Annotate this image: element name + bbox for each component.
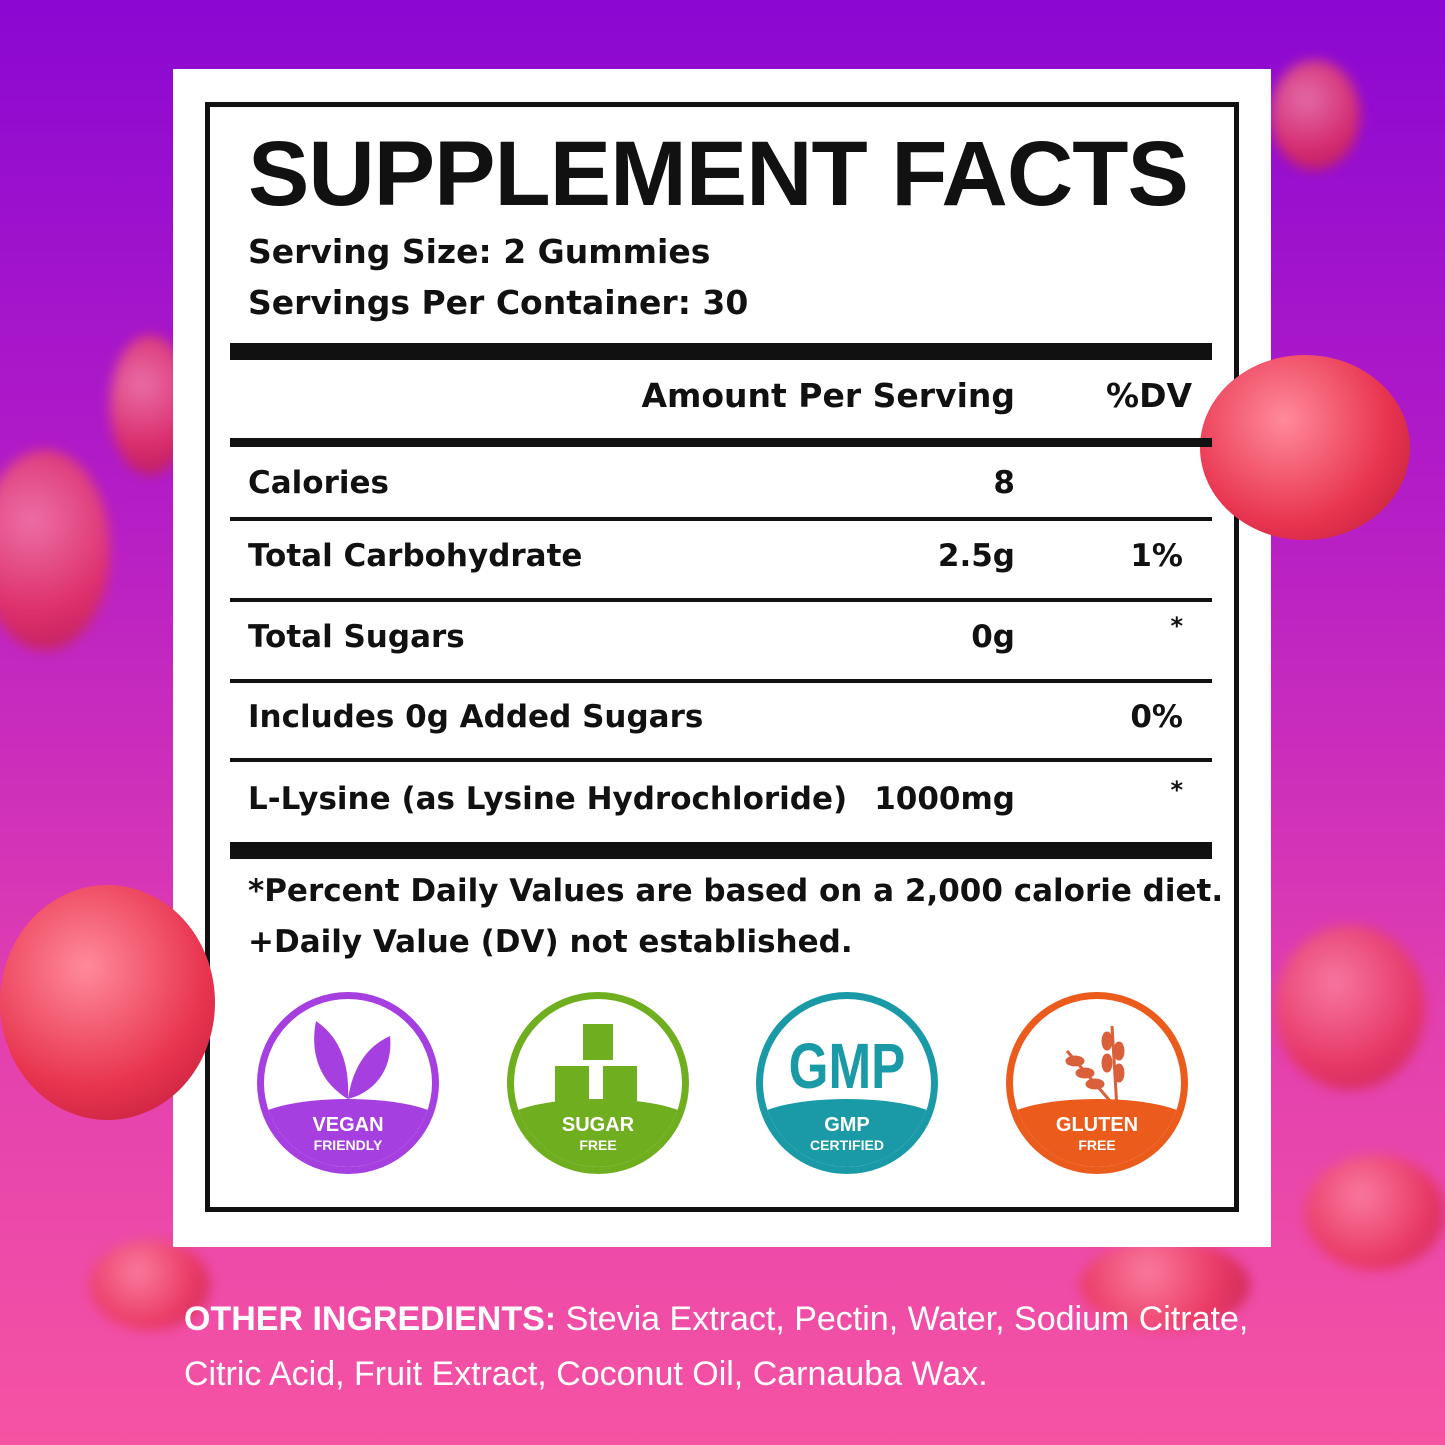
row-name: Includes 0g Added Sugars bbox=[248, 699, 704, 735]
divider bbox=[230, 438, 1212, 447]
row-name: L-Lysine (as Lysine Hydrochloride) bbox=[248, 781, 848, 817]
gmp-icon: GMP bbox=[788, 1030, 906, 1102]
row-name: Total Carbohydrate bbox=[248, 538, 583, 574]
divider bbox=[230, 758, 1212, 762]
servings-per-container: Servings Per Container: 30 bbox=[248, 283, 749, 322]
badge-sugar-free: SUGAR FREE bbox=[507, 992, 689, 1174]
row-name: Total Sugars bbox=[248, 619, 465, 655]
badge-gluten-free: GLUTEN FREE bbox=[1006, 992, 1188, 1174]
raspberry-decoration bbox=[90, 1240, 210, 1330]
sugar-cubes-icon bbox=[553, 1022, 639, 1104]
raspberry-decoration bbox=[0, 885, 215, 1120]
footnote: +Daily Value (DV) not established. bbox=[248, 924, 853, 960]
raspberry-decoration bbox=[1200, 355, 1410, 540]
row-amount: 0g bbox=[971, 619, 1015, 655]
footnote: *Percent Daily Values are based on a 2,0… bbox=[248, 873, 1224, 909]
row-dv: 0% bbox=[1130, 699, 1183, 735]
page-title: SUPPLEMENT FACTS bbox=[248, 123, 1189, 225]
raspberry-decoration bbox=[1275, 925, 1425, 1090]
divider bbox=[230, 598, 1212, 602]
badge-vegan: VEGAN FRIENDLY bbox=[257, 992, 439, 1174]
row-dv: * bbox=[1170, 612, 1183, 640]
facts-frame bbox=[205, 102, 1239, 1212]
row-amount: 1000mg bbox=[874, 781, 1015, 817]
raspberry-decoration bbox=[0, 450, 110, 650]
other-ingredients-text: Stevia Extract, Pectin, Water, Sodium Ci… bbox=[184, 1300, 1249, 1393]
row-name: Calories bbox=[248, 465, 389, 501]
divider bbox=[230, 517, 1212, 521]
row-amount: 2.5g bbox=[937, 538, 1015, 574]
other-ingredients-label: OTHER INGREDIENTS: bbox=[184, 1300, 557, 1338]
raspberry-decoration bbox=[1305, 1155, 1445, 1270]
divider-thick bbox=[230, 343, 1212, 360]
header-dv: %DV bbox=[1106, 376, 1192, 415]
raspberry-decoration bbox=[1080, 1240, 1250, 1330]
serving-size: Serving Size: 2 Gummies bbox=[248, 232, 711, 271]
badge-gmp: GMP GMP CERTIFIED bbox=[756, 992, 938, 1174]
raspberry-decoration bbox=[1270, 60, 1360, 170]
row-dv: 1% bbox=[1130, 538, 1183, 574]
row-dv: * bbox=[1170, 776, 1183, 804]
divider-thick bbox=[230, 842, 1212, 859]
row-amount: 8 bbox=[993, 465, 1015, 501]
wheat-icon bbox=[1065, 1025, 1125, 1110]
header-amount: Amount Per Serving bbox=[641, 376, 1015, 415]
leaf-icon bbox=[314, 1021, 391, 1099]
other-ingredients: OTHER INGREDIENTS: Stevia Extract, Pecti… bbox=[184, 1292, 1274, 1402]
divider bbox=[230, 679, 1212, 683]
